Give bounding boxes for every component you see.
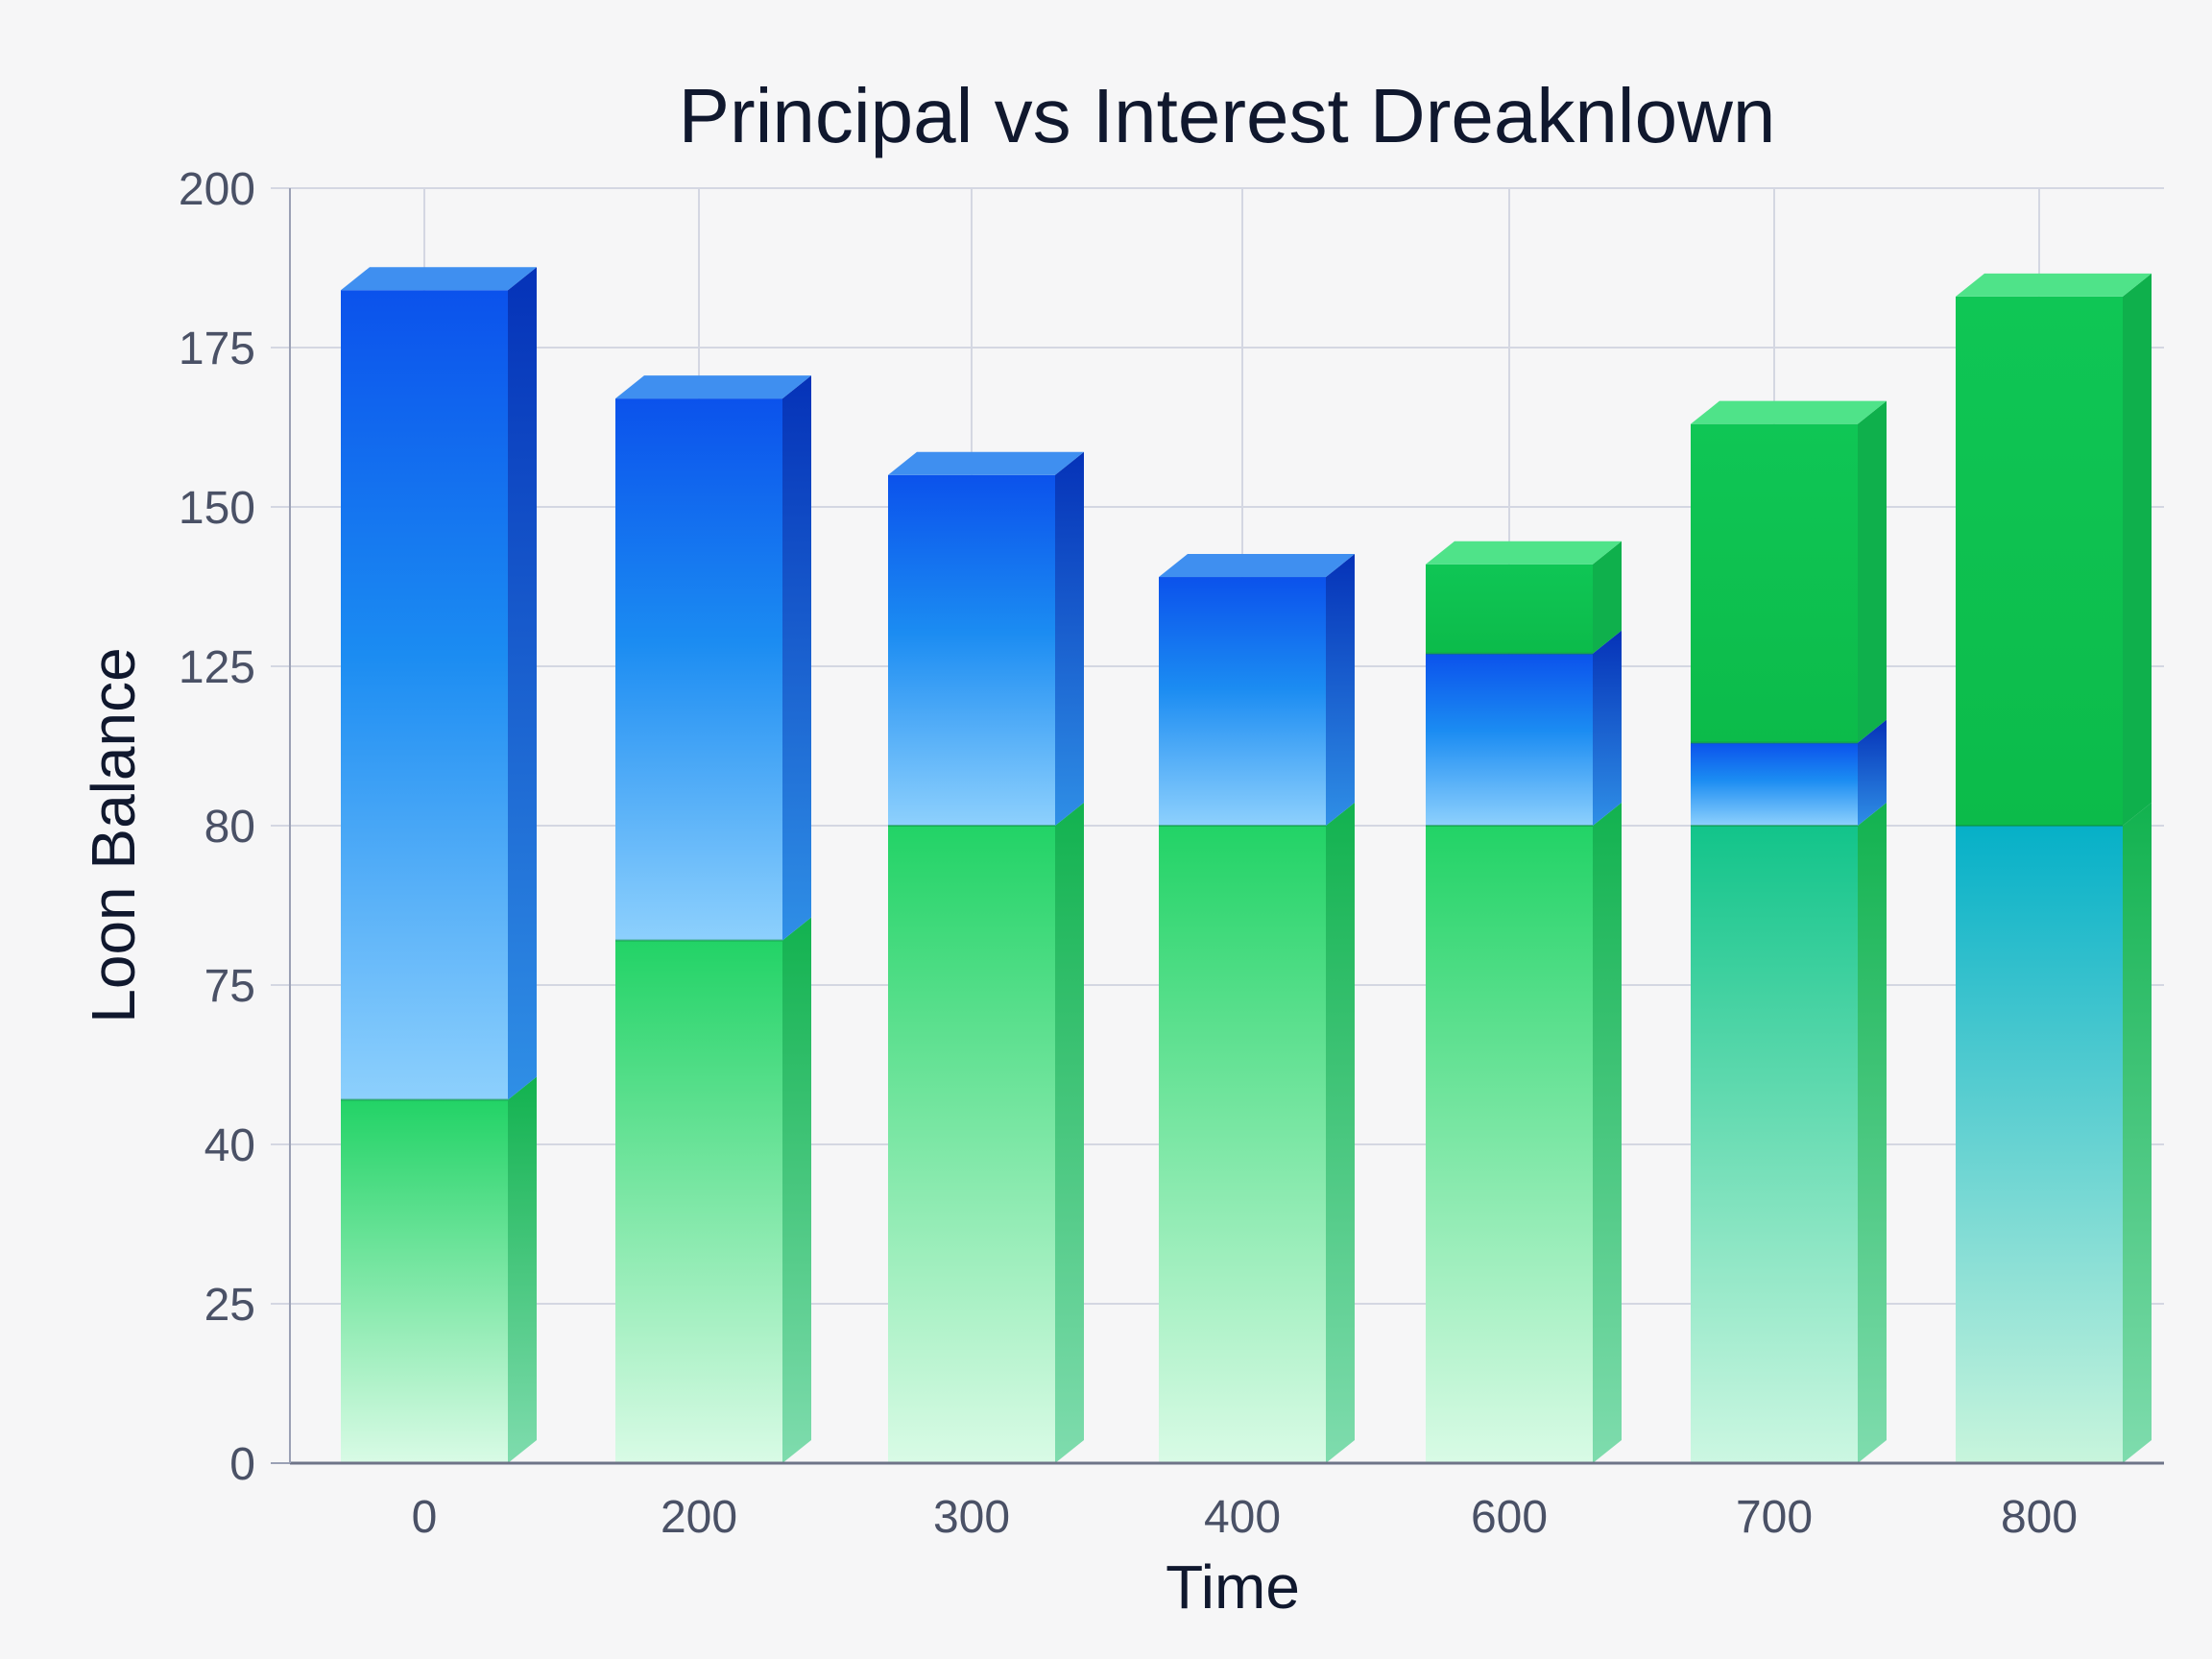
y-tick-label: 25 [204,1280,255,1331]
y-tick-label: 0 [229,1439,255,1490]
bar-segment [1159,826,1326,1463]
bar-segment [1426,653,1593,826]
bar-side [1593,541,1622,654]
bar-top [888,451,1084,475]
x-axis-label: Time [1166,1552,1300,1622]
bar-top [1691,400,1887,424]
bar-segment [1159,577,1326,826]
bar-segment [341,290,508,1100]
bar-side [508,1076,537,1463]
y-tick-label: 40 [204,1120,255,1171]
y-tick-label: 150 [179,483,255,534]
x-tick-label: 600 [1471,1492,1548,1543]
bar-side [782,375,811,941]
bar-stack [1691,400,1887,1463]
bar-segment [1691,742,1858,826]
y-tick-label: 125 [179,642,255,693]
y-axis-label: Loon Balance [79,647,148,1022]
bar-side [2123,273,2152,826]
bars [341,267,2152,1463]
bar-segment [615,398,782,941]
bar-side [1055,451,1084,826]
bar-stack [615,375,811,1463]
bar-stack [341,267,537,1463]
y-tick-label: 175 [179,324,255,374]
bar-segment [1691,423,1858,743]
bar-segment [1426,564,1593,654]
bar-segment [341,1099,508,1463]
bar-top [1426,541,1622,565]
bar-segment [888,826,1055,1463]
chart-title: Principal vs Interest Dreaknlown [679,73,1776,158]
bar-top [615,375,811,399]
bar-top [1159,554,1355,578]
bar-side [1858,803,1887,1463]
x-tick-label: 400 [1204,1492,1281,1543]
bar-side [1593,803,1622,1463]
bar-segment [1956,296,2123,826]
bar-segment [615,940,782,1463]
y-tick-label: 80 [204,802,255,853]
bar-side [1858,719,1887,826]
bar-side [782,917,811,1463]
bar-stack [888,451,1084,1463]
y-tick-label: 200 [179,164,255,215]
bar-segment [1956,826,2123,1463]
bar-segment [888,474,1055,826]
y-axis-ticks: 0 25 40 75 80 125 150 175 200 [179,164,255,1490]
bar-side [1055,803,1084,1463]
x-tick-label: 200 [661,1492,737,1543]
bar-side [1326,554,1355,826]
bar-stack [1956,273,2152,1463]
bar-side [508,267,537,1100]
bar-top [341,267,537,291]
y-tick-label: 75 [204,961,255,1012]
bar-side [1858,400,1887,743]
bar-side [1593,630,1622,826]
x-tick-label: 300 [933,1492,1010,1543]
x-axis-ticks: 0 200 300 400 600 700 800 [412,1492,2078,1543]
bar-stack [1159,554,1355,1463]
x-tick-label: 700 [1736,1492,1813,1543]
bar-side [2123,803,2152,1463]
bar-stack [1426,541,1622,1463]
bar-side [1326,803,1355,1463]
x-tick-label: 800 [2001,1492,2078,1543]
bar-top [1956,273,2152,297]
bar-segment [1691,826,1858,1463]
x-tick-label: 0 [412,1492,438,1543]
bar-segment [1426,826,1593,1463]
